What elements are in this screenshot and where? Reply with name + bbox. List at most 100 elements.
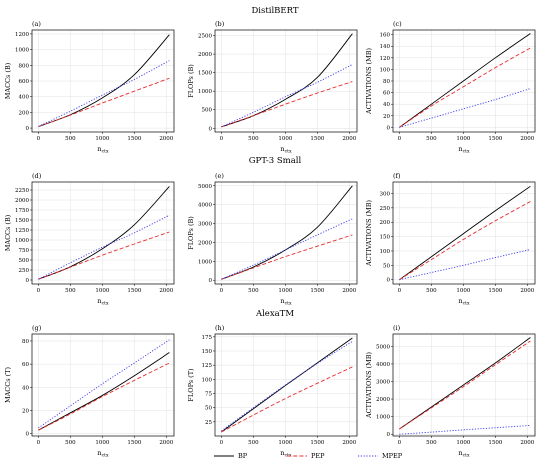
subplot-a: 0 500 1000 1500 2000 0 200 400 600 800 1000 1200(a)… xyxy=(4,20,175,155)
plot-frame xyxy=(392,181,536,285)
x-tick-label: 0 xyxy=(37,440,41,446)
x-axis-title: nctx xyxy=(280,449,292,459)
x-tick-label: 2000 xyxy=(342,288,356,294)
panel-tag: (b) xyxy=(215,20,225,28)
y-axis-title: ACTIVATIONS (MB) xyxy=(365,351,373,419)
x-tick-label: 1000 xyxy=(456,288,470,294)
legend-label: PEP xyxy=(311,452,325,460)
y-axis-title: ACTIVATIONS (MB) xyxy=(365,47,373,115)
series-line-mpep xyxy=(38,339,170,429)
y-axis-title: MACCs (B) xyxy=(4,62,12,99)
subplot-h: 0 500 1000 1500 2000 25 50 75 100 125 150 175(h) nct… xyxy=(187,324,358,459)
series-line-pep xyxy=(221,366,353,433)
y-tick-label: 1000 xyxy=(376,415,390,421)
panel-tag: (i) xyxy=(393,324,401,332)
x-tick-label: 2000 xyxy=(159,440,173,446)
y-tick-label: 150 xyxy=(202,349,213,355)
panel-tag: (e) xyxy=(215,172,224,180)
y-tick-label: 200 xyxy=(380,220,391,226)
x-tick-label: 0 xyxy=(220,136,224,142)
y-axis-title: FLOPs (T) xyxy=(187,368,195,402)
series-line-mpep xyxy=(38,214,170,280)
x-tick-label: 1000 xyxy=(278,136,292,142)
panel-tag: (h) xyxy=(215,324,225,332)
y-tick-label: 0 xyxy=(387,278,391,284)
x-tick-label: 1000 xyxy=(278,288,292,294)
plot-frame xyxy=(392,333,536,437)
y-tick-label: 1000 xyxy=(15,48,29,54)
x-tick-label: 2000 xyxy=(342,440,356,446)
x-tick-label: 500 xyxy=(65,440,76,446)
x-axis-title: nctx xyxy=(458,145,470,155)
y-tick-label: 500 xyxy=(19,258,30,264)
legend-item-mpep: MPEP xyxy=(358,452,403,460)
series-line-mpep xyxy=(221,218,353,280)
y-tick-label: 1000 xyxy=(198,89,212,95)
panel-tag: (a) xyxy=(32,20,41,28)
x-tick-label: 1500 xyxy=(488,440,502,446)
plot-frame xyxy=(214,181,358,285)
legend: BP PEP MPEP xyxy=(214,452,403,460)
row-title-alexatm: AlexaTM xyxy=(255,309,294,319)
x-tick-label: 500 xyxy=(248,288,259,294)
x-axis-title: nctx xyxy=(97,145,109,155)
x-tick-label: 1000 xyxy=(456,136,470,142)
x-tick-label: 0 xyxy=(220,440,224,446)
x-axis-title: nctx xyxy=(280,145,292,155)
x-tick-label: 1000 xyxy=(95,136,109,142)
y-tick-label: 2000 xyxy=(198,240,212,246)
x-axis-title: nctx xyxy=(97,449,109,459)
series-line-bp xyxy=(399,337,531,430)
plot-frame xyxy=(31,181,175,285)
y-tick-label: 2000 xyxy=(15,198,29,204)
x-tick-label: 1500 xyxy=(310,288,324,294)
series-line-mpep xyxy=(399,88,531,128)
y-tick-label: 1750 xyxy=(15,208,29,214)
y-tick-label: 800 xyxy=(19,63,30,69)
legend-label: BP xyxy=(238,452,248,460)
x-tick-label: 1500 xyxy=(488,288,502,294)
series-line-bp xyxy=(221,185,353,280)
subplot-grid: 0 500 1000 1500 2000020040060080010001200(a)… xyxy=(4,20,536,459)
y-tick-label: 125 xyxy=(202,363,213,369)
y-axis-title: ACTIVATIONS (MB) xyxy=(365,199,373,267)
row-title-distilbert: DistilBERT xyxy=(251,6,298,16)
y-tick-label: 50 xyxy=(205,406,212,412)
plot-frame xyxy=(214,29,358,133)
series-line-mpep xyxy=(399,425,531,435)
series-line-pep xyxy=(38,231,170,280)
x-tick-label: 1500 xyxy=(488,136,502,142)
y-tick-label: 2000 xyxy=(376,397,390,403)
x-tick-label: 1000 xyxy=(278,440,292,446)
subplot-g: 0 500 1000 1500 2000 0 20 40 60 80 (g) nctx MACCs (T… xyxy=(4,324,175,459)
series-line-pep xyxy=(399,47,531,128)
x-tick-label: 2000 xyxy=(520,136,534,142)
series-line-pep xyxy=(221,234,353,280)
y-tick-label: 750 xyxy=(19,248,30,254)
y-tick-label: 2250 xyxy=(15,188,29,194)
y-tick-label: 1000 xyxy=(15,238,29,244)
x-tick-label: 0 xyxy=(37,288,41,294)
series-line-bp xyxy=(38,186,170,280)
legend-label: MPEP xyxy=(382,452,403,460)
x-tick-label: 500 xyxy=(426,440,437,446)
y-tick-label: 4000 xyxy=(376,362,390,368)
x-tick-label: 0 xyxy=(220,288,224,294)
series-line-bp xyxy=(221,337,353,433)
y-axis-title: MACCs (B) xyxy=(4,214,12,251)
y-tick-label: 40 xyxy=(383,102,390,108)
subplot-i: 0 500 1000 1500 2000 0 1000 2000 3000 4000 5000 (i)… xyxy=(365,324,536,459)
y-tick-label: 60 xyxy=(383,91,390,97)
y-tick-label: 1500 xyxy=(15,218,29,224)
y-tick-label: 5000 xyxy=(198,184,212,190)
x-tick-label: 500 xyxy=(65,288,76,294)
y-tick-label: 140 xyxy=(380,44,391,50)
y-tick-label: 500 xyxy=(202,108,213,114)
y-tick-label: 1250 xyxy=(15,228,29,234)
x-axis-title: nctx xyxy=(280,297,292,307)
x-tick-label: 2000 xyxy=(159,136,173,142)
subplot-d: 0 500 1000 1500 2000 0 250 500 750 1000 1250 1500 17… xyxy=(4,172,175,307)
y-tick-label: 0 xyxy=(387,125,391,131)
y-tick-label: 250 xyxy=(19,268,30,274)
